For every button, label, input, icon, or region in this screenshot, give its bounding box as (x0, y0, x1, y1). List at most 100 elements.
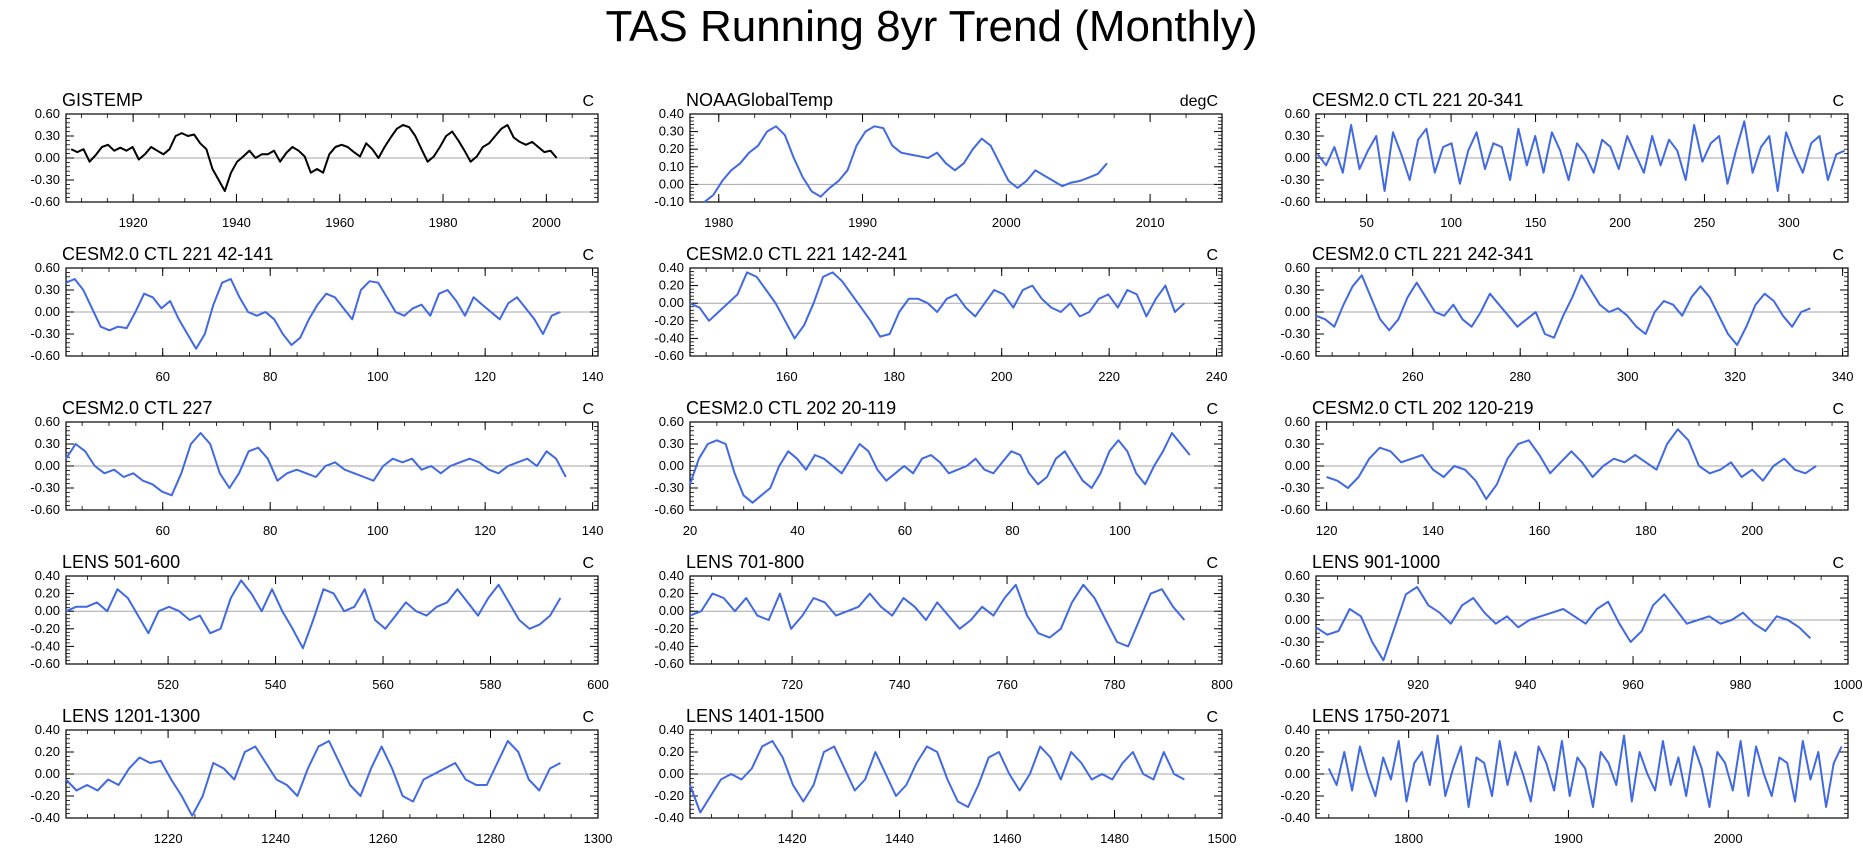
x-tick-label: 200 (1609, 215, 1631, 230)
y-tick-label: -0.60 (30, 502, 60, 517)
plot-frame (689, 575, 1223, 665)
x-tick-label: 1940 (222, 215, 251, 230)
y-tick-label: 0.40 (659, 722, 684, 737)
y-tick-label: -0.30 (1280, 172, 1310, 187)
x-tick-label: 100 (367, 523, 389, 538)
y-tick-label: -0.10 (654, 194, 684, 209)
x-tick-label: 220 (1098, 369, 1120, 384)
x-tick-label: 100 (1440, 215, 1462, 230)
y-tick-label: -0.40 (654, 810, 684, 825)
x-tick-label: 1480 (1100, 831, 1129, 846)
series-line (70, 124, 558, 192)
x-tick-label: 1280 (476, 831, 505, 846)
x-tick-label: 1900 (1554, 831, 1583, 846)
x-tick-label: 2000 (1714, 831, 1743, 846)
panel-title: GISTEMP (62, 90, 143, 110)
y-tick-label: -0.60 (1280, 194, 1310, 209)
y-tick-label: 0.00 (1285, 458, 1310, 473)
y-tick-label: -0.40 (30, 638, 60, 653)
series-line (703, 125, 1108, 203)
x-tick-label: 80 (263, 369, 277, 384)
x-tick-label: 1260 (369, 831, 398, 846)
chart-panel-14: -0.40 -0.20 0.00 0.20 0.40 1420 1440 1460 1480 15… (654, 706, 1236, 846)
panel-title: NOAAGlobalTemp (686, 90, 833, 110)
x-tick-label: 1460 (993, 831, 1022, 846)
panel-title: LENS 701-800 (686, 552, 804, 572)
y-tick-label: -0.40 (654, 638, 684, 653)
y-tick-label: -0.30 (1280, 326, 1310, 341)
x-tick-label: 120 (474, 369, 496, 384)
x-tick-label: 720 (781, 677, 803, 692)
y-tick-label: 0.20 (659, 141, 684, 156)
y-tick-label: -0.60 (30, 194, 60, 209)
chart-panel-9: -0.60 -0.30 0.00 0.30 0.60 120 140 160 180 200 CES… (1280, 398, 1849, 538)
panel-units: C (582, 247, 594, 264)
panel-units: C (1206, 401, 1218, 418)
x-tick-label: 60 (898, 523, 912, 538)
y-tick-label: 0.00 (659, 766, 684, 781)
y-tick-label: 0.00 (35, 458, 60, 473)
x-tick-label: 80 (263, 523, 277, 538)
panel-units: C (1832, 401, 1844, 418)
y-tick-label: 0.30 (35, 436, 60, 451)
chart-panel-3: -0.60 -0.30 0.00 0.30 0.60 50 100 150 200 250 300 C… (1280, 90, 1849, 230)
series-line (689, 271, 1186, 340)
x-tick-label: 600 (587, 677, 609, 692)
y-tick-label: 0.60 (35, 414, 60, 429)
series-line (65, 579, 562, 650)
x-tick-label: 1440 (885, 831, 914, 846)
x-tick-label: 60 (155, 369, 169, 384)
chart-panel-8: -0.60 -0.30 0.00 0.30 0.60 20 40 60 80 100 CESM2.0… (654, 398, 1223, 538)
series-line (1315, 586, 1812, 662)
chart-panel-15: -0.40 -0.20 0.00 0.20 0.40 1800 1900 2000 LENS 1… (1280, 706, 1849, 846)
y-tick-label: -0.20 (654, 788, 684, 803)
series-line (1316, 120, 1845, 192)
series-line (689, 432, 1191, 504)
panel-units: C (1832, 555, 1844, 572)
x-tick-label: 300 (1778, 215, 1800, 230)
x-tick-label: 280 (1509, 369, 1531, 384)
chart-panel-13: -0.40 -0.20 0.00 0.20 0.40 1220 1240 1260 1280 13… (30, 706, 612, 846)
y-tick-label: 0.30 (35, 128, 60, 143)
y-tick-label: 0.20 (1285, 744, 1310, 759)
x-tick-label: 340 (1832, 369, 1854, 384)
x-tick-label: 1800 (1394, 831, 1423, 846)
panel-units: degC (1180, 93, 1218, 110)
y-tick-label: 0.60 (1285, 414, 1310, 429)
chart-panel-6: -0.60 -0.30 0.00 0.30 0.60 260 280 300 320 340 CES… (1280, 244, 1853, 384)
y-tick-label: 0.00 (1285, 150, 1310, 165)
x-tick-label: 50 (1359, 215, 1373, 230)
x-tick-label: 140 (582, 369, 604, 384)
panel-units: C (1206, 247, 1218, 264)
y-tick-label: -0.30 (30, 326, 60, 341)
y-tick-label: -0.40 (30, 810, 60, 825)
y-tick-label: -0.40 (654, 330, 684, 345)
y-tick-label: -0.60 (1280, 502, 1310, 517)
y-tick-label: 0.40 (1285, 722, 1310, 737)
panel-title: CESM2.0 CTL 202 20-119 (686, 398, 896, 418)
y-tick-label: -0.60 (654, 656, 684, 671)
y-tick-label: 0.00 (659, 176, 684, 191)
x-tick-label: 1000 (1834, 677, 1863, 692)
y-tick-label: 0.30 (1285, 436, 1310, 451)
chart-panel-12: -0.60 -0.30 0.00 0.30 0.60 920 940 960 980 1000 LE… (1280, 552, 1862, 692)
y-tick-label: 0.30 (659, 436, 684, 451)
y-tick-label: 0.30 (1285, 282, 1310, 297)
x-tick-label: 920 (1407, 677, 1429, 692)
x-tick-label: 1990 (848, 215, 877, 230)
x-tick-label: 560 (372, 677, 394, 692)
y-tick-label: 0.40 (659, 106, 684, 121)
panel-units: C (582, 401, 594, 418)
y-tick-label: 0.60 (35, 106, 60, 121)
y-tick-label: -0.60 (1280, 656, 1310, 671)
panel-units: C (1832, 709, 1844, 726)
x-tick-label: 180 (883, 369, 905, 384)
plot-frame (65, 575, 599, 665)
x-tick-label: 1420 (778, 831, 807, 846)
x-tick-label: 200 (991, 369, 1013, 384)
panel-title: LENS 1201-1300 (62, 706, 200, 726)
x-tick-label: 2010 (1136, 215, 1165, 230)
panel-units: C (1206, 709, 1218, 726)
x-tick-label: 200 (1741, 523, 1763, 538)
